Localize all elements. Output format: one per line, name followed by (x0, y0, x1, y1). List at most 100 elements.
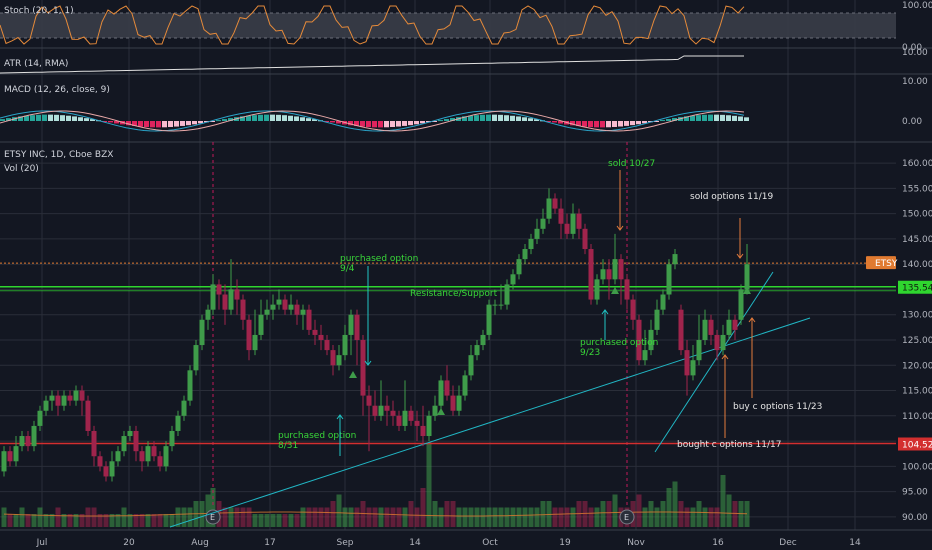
stoch-line (0, 5, 745, 45)
macd-histogram-bar (450, 118, 455, 121)
candle-body (420, 425, 426, 437)
macd-histogram-bar (366, 121, 371, 128)
volume-bar (49, 514, 55, 527)
earnings-marker (619, 509, 635, 525)
volume-bar (426, 442, 432, 527)
volume-bar (175, 507, 181, 527)
x-axis-label: Oct (482, 538, 498, 548)
price-axis-label: 115.00 (902, 387, 932, 397)
candle-body (25, 436, 31, 447)
macd-histogram-bar (720, 114, 725, 121)
macd-histogram-bar (108, 121, 113, 123)
volume-bar (348, 507, 354, 527)
candle-body (432, 405, 438, 416)
candle-body (240, 299, 246, 320)
candle-body (600, 269, 606, 280)
price-axis-label: 100.00 (902, 462, 932, 472)
annotation-line: 8/31 (278, 441, 298, 451)
volume-bar (163, 514, 169, 527)
candle-body (606, 269, 612, 280)
macd-histogram-bar (306, 118, 311, 121)
macd-histogram-bar (132, 121, 137, 127)
macd-histogram-bar (126, 121, 131, 126)
candle-body (264, 309, 270, 315)
macd-label: MACD (12, 26, close, 9) (4, 85, 110, 95)
candle-body (324, 340, 330, 351)
macd-histogram-bar (732, 115, 737, 121)
macd-histogram-bar (144, 121, 149, 128)
macd-histogram-bar (264, 114, 269, 121)
trendline-long (169, 317, 811, 528)
macd-histogram-bar (60, 115, 65, 121)
volume-bar (510, 507, 516, 527)
volume-bar (222, 507, 228, 527)
macd-histogram-bar (738, 116, 743, 121)
candle-body (1, 451, 7, 472)
volume-bar (558, 507, 564, 527)
candle-body (258, 314, 264, 335)
annotation-purchased-9-23: purchased option 9/23 (580, 338, 658, 358)
macd-histogram-bar (498, 114, 503, 121)
signal-triangle (349, 371, 357, 378)
volume-bar (672, 481, 678, 527)
macd-histogram-bar (18, 116, 23, 121)
price-axis-label: 125.00 (902, 336, 932, 346)
resistance-badge: 135.54 (902, 284, 932, 294)
macd-histogram-bar (624, 121, 629, 126)
macd-histogram-bar (372, 121, 377, 128)
macd-histogram-bar (492, 114, 497, 121)
candle-body (744, 264, 750, 290)
candle-body (187, 370, 193, 401)
volume-bar (582, 501, 588, 527)
volume-bar (85, 507, 91, 527)
volume-bar (696, 501, 702, 527)
macd-histogram-bar (168, 121, 173, 128)
candle-body (624, 279, 630, 300)
volume-bar (121, 507, 127, 527)
volume-bar (97, 514, 103, 527)
candle-body (438, 380, 444, 406)
candle-body (270, 304, 276, 310)
macd-histogram-bar (84, 118, 89, 121)
candle-body (163, 446, 169, 467)
macd-histogram-bar (558, 121, 563, 124)
annotation-sold-10-27: sold 10/27 (608, 159, 655, 169)
macd-histogram-bar (546, 121, 551, 122)
candle-body (582, 228, 588, 250)
candle-body (540, 218, 546, 229)
macd-histogram-bar (630, 121, 635, 126)
macd-histogram-bar (612, 121, 617, 127)
macd-histogram-bar (384, 121, 389, 128)
candle-body (288, 304, 294, 310)
annotation-line: purchased option (278, 431, 356, 441)
macd-histogram-bar (714, 114, 719, 121)
x-axis-label: Aug (191, 538, 209, 548)
volume-bar (600, 501, 606, 527)
volume-bar (157, 514, 163, 527)
volume-bar (288, 514, 294, 527)
macd-histogram-bar (294, 116, 299, 121)
candle-body (720, 334, 726, 351)
x-axis-label: 16 (712, 538, 724, 548)
volume-bar (378, 507, 384, 527)
volume-label: Vol (20) (4, 164, 39, 174)
earnings-marker (205, 509, 221, 525)
macd-histogram-bar (702, 114, 707, 121)
macd-histogram-bar (186, 121, 191, 126)
macd-histogram-bar (42, 114, 47, 121)
volume-bar (246, 507, 252, 527)
candle-body (348, 314, 354, 335)
signal-triangle (611, 287, 619, 294)
macd-histogram-bar (522, 117, 527, 121)
volume-bar (372, 507, 378, 527)
annotation-purchased-9-4: purchased option 9/4 (340, 254, 418, 274)
annotation-bought-c-options-11-17: bought c options 11/17 (677, 440, 781, 450)
candle-body (306, 309, 312, 330)
candle-body (246, 319, 252, 351)
x-axis-label: 19 (559, 538, 571, 548)
price-axis-label: 95.00 (902, 488, 928, 498)
macd-histogram-bar (744, 117, 749, 121)
macd-histogram-bar (642, 121, 647, 124)
price-axis-label: 155.00 (902, 184, 932, 194)
candle-body (151, 446, 157, 457)
